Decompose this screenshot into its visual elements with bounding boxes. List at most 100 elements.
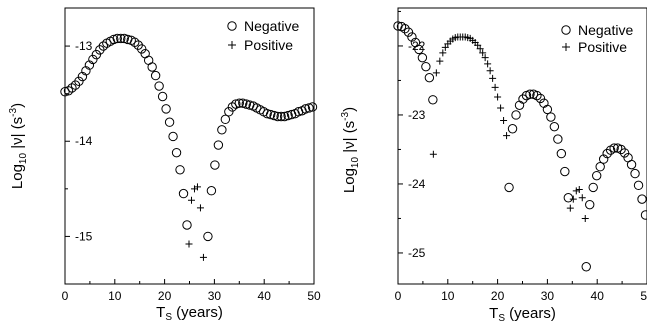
x-axis-label: TS (years) bbox=[156, 304, 223, 323]
x-tick-label: 10 bbox=[108, 289, 122, 303]
negative-point bbox=[67, 83, 77, 93]
negative-point bbox=[136, 44, 147, 54]
negative-point bbox=[178, 188, 189, 199]
negative-point bbox=[563, 193, 574, 203]
negative-point bbox=[504, 182, 514, 193]
negative-point bbox=[206, 186, 217, 196]
negative-point bbox=[300, 104, 311, 114]
positive-point bbox=[439, 49, 447, 57]
x-axis-ticks: 0 10 20 30 40 50 bbox=[395, 279, 647, 303]
positive-point bbox=[190, 185, 198, 193]
negative-point bbox=[217, 125, 227, 135]
negative-point bbox=[549, 121, 560, 132]
negative-point bbox=[116, 33, 126, 44]
negative-point bbox=[633, 180, 644, 191]
y-axis-ticks: -13 -14 -15 bbox=[65, 39, 93, 285]
negative-point bbox=[161, 104, 171, 114]
positive-point bbox=[476, 45, 484, 53]
negative-point bbox=[581, 262, 591, 272]
negative-point bbox=[403, 27, 414, 37]
negative-point bbox=[182, 220, 192, 230]
negative-point bbox=[595, 162, 605, 172]
x-tick-label: 20 bbox=[158, 289, 172, 303]
positive-point bbox=[484, 60, 492, 68]
negative-point bbox=[168, 131, 178, 142]
negative-point bbox=[98, 41, 109, 51]
negative-point bbox=[109, 34, 119, 45]
data-marks bbox=[393, 21, 647, 272]
legend-negative-marker bbox=[561, 25, 571, 35]
legend-positive-label: Positive bbox=[578, 39, 627, 55]
negative-point bbox=[414, 44, 424, 55]
y-axis-label: Log10 |ν| (s-3) bbox=[8, 103, 29, 189]
positive-point bbox=[578, 194, 586, 202]
negative-point bbox=[130, 37, 140, 47]
x-tick-label: 40 bbox=[258, 289, 272, 303]
positive-point bbox=[185, 240, 193, 248]
negative-point bbox=[560, 166, 570, 177]
negative-point bbox=[532, 90, 542, 101]
positive-point bbox=[432, 69, 440, 77]
y-tick-label: -24 bbox=[408, 177, 426, 191]
negative-point bbox=[171, 147, 182, 158]
negative-point bbox=[616, 144, 626, 155]
negative-point bbox=[150, 70, 161, 81]
legend-negative-label: Negative bbox=[578, 22, 633, 38]
negative-point bbox=[234, 98, 245, 108]
negative-point bbox=[514, 100, 525, 110]
positive-point bbox=[581, 214, 589, 222]
negative-point bbox=[279, 111, 290, 122]
negative-point bbox=[227, 102, 238, 112]
positive-point bbox=[429, 150, 437, 158]
negative-point bbox=[609, 143, 619, 153]
negative-point bbox=[507, 124, 518, 134]
negative-point bbox=[535, 93, 546, 104]
positive-point bbox=[497, 104, 505, 112]
negative-point bbox=[637, 194, 647, 204]
negative-point bbox=[241, 99, 251, 109]
negative-point bbox=[164, 117, 175, 127]
x-axis-ticks: 0 10 20 30 40 50 bbox=[62, 279, 321, 303]
negative-point bbox=[592, 170, 602, 181]
legend-positive-label: Positive bbox=[244, 37, 293, 53]
negative-point bbox=[602, 148, 612, 159]
positive-point bbox=[500, 116, 508, 124]
negative-point bbox=[175, 165, 185, 175]
negative-point bbox=[262, 108, 272, 119]
negative-point bbox=[417, 52, 428, 63]
positive-point bbox=[503, 132, 511, 140]
positive-point bbox=[436, 57, 444, 65]
positive-point bbox=[572, 187, 580, 195]
negative-point bbox=[626, 159, 637, 170]
y-tick-label: -23 bbox=[408, 108, 426, 122]
negative-point bbox=[511, 110, 521, 120]
negative-point bbox=[60, 87, 70, 97]
y-tick-label: -25 bbox=[408, 246, 426, 260]
positive-point bbox=[491, 83, 499, 91]
negative-point bbox=[518, 94, 528, 104]
negative-point bbox=[91, 49, 102, 60]
legend: Negative Positive bbox=[561, 22, 633, 55]
x-tick-label: 20 bbox=[491, 289, 505, 303]
negative-point bbox=[546, 112, 556, 122]
negative-point bbox=[220, 114, 231, 125]
x-tick-label: 30 bbox=[208, 289, 222, 303]
x-tick-label: 0 bbox=[62, 289, 69, 303]
negative-point bbox=[421, 61, 431, 72]
y-axis-label: Log10 |ν| (s-3) bbox=[340, 107, 361, 193]
legend: Negative Positive bbox=[227, 18, 299, 53]
negative-point bbox=[428, 95, 438, 105]
positive-point bbox=[486, 67, 494, 75]
negative-point bbox=[424, 72, 435, 83]
negative-point bbox=[63, 86, 74, 96]
positive-point bbox=[489, 74, 497, 82]
negative-point bbox=[238, 98, 248, 108]
chart-left: 0 10 20 30 40 50 -13-14-15 Negative Positive … bbox=[8, 7, 321, 323]
x-tick-label: 50 bbox=[307, 289, 321, 303]
positive-point bbox=[566, 204, 574, 212]
y-tick-label: -15 bbox=[75, 229, 93, 243]
x-tick-label: 30 bbox=[541, 289, 555, 303]
negative-point bbox=[400, 24, 410, 34]
